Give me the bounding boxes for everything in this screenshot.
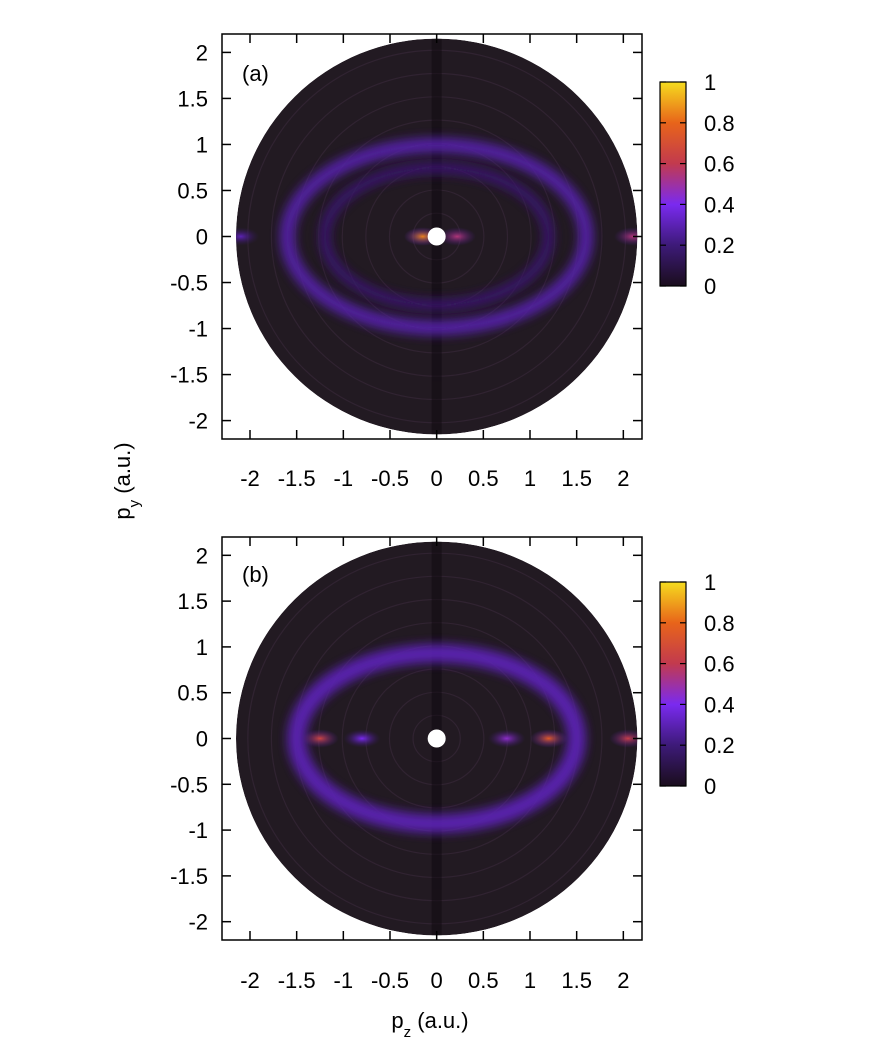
x-tick-label: -1 [334, 466, 354, 491]
panel-a: -2 -1.5 -1 -0.5 0 0.5 1 1.5 2 2 1.5 1 0.5 0 -0.5 -1 -1.… [170, 33, 643, 491]
y-tick-label: 0.5 [177, 681, 208, 706]
panel-label-a: (a) [242, 61, 269, 86]
heatmap-b [235, 541, 638, 936]
x-tick-label: 1 [524, 968, 536, 993]
y-tick-label: -2 [188, 910, 208, 935]
ring-feature-0 [287, 643, 587, 834]
panel-b: -2 -1.5 -1 -0.5 0 0.5 1 1.5 2 2 1.5 1 0.5 0 -0.5 -1 -1.… [170, 536, 643, 993]
y-tick-label: 0.5 [177, 178, 208, 203]
colorbar-tick-label: 0 [704, 774, 716, 799]
spot-feature-1 [301, 729, 339, 748]
colorbar-tick-label: 0.2 [704, 233, 735, 258]
heatmap-disk-1 [235, 541, 638, 936]
x-tick-label: 0 [431, 466, 443, 491]
spot-feature-4 [614, 227, 638, 246]
spot-feature-3 [488, 729, 526, 748]
x-tick-label: 1.5 [561, 968, 592, 993]
x-tick-label: -1.5 [278, 466, 316, 491]
x-tick-label: 0 [431, 968, 443, 993]
y-axis-title-sub: y [126, 499, 143, 507]
y-tick-label: 1.5 [177, 589, 208, 614]
heatmap-a [235, 38, 638, 435]
x-axis-title-sub: z [404, 1024, 412, 1041]
x-tick-label: 1.5 [561, 466, 592, 491]
ticks-b [222, 537, 642, 940]
colorbar-a: 0 0.2 0.4 0.6 0.8 1 [659, 70, 735, 299]
x-tick-label: -2 [240, 968, 260, 993]
x-tick-label: -0.5 [371, 968, 409, 993]
colorbar-tick-label: 0.6 [704, 652, 735, 677]
colorbar-gradient [659, 81, 687, 287]
y-tick-label: 0 [196, 225, 208, 250]
x-tick-labels-a: -2 -1.5 -1 -0.5 0 0.5 1 1.5 2 [240, 466, 629, 491]
y-tick-label: -2 [188, 409, 208, 434]
ticks-a [222, 34, 642, 439]
spot-feature-2 [343, 729, 381, 748]
x-axis-title: pz (a.u.) [391, 1008, 468, 1041]
colorbar-tick-label: 1 [704, 570, 716, 595]
y-tick-label: 1 [196, 132, 208, 157]
y-tick-label: 2 [196, 40, 208, 65]
ring-feature-1 [319, 162, 555, 311]
x-tick-label: 2 [617, 466, 629, 491]
colorbar-gradient [659, 581, 687, 787]
ring-feature-0 [279, 137, 594, 336]
x-tick-label: 1 [524, 466, 536, 491]
colorbar-tick-label: 0 [704, 274, 716, 299]
x-tick-label: -1.5 [278, 968, 316, 993]
colorbar-tick-label: 0.4 [704, 692, 735, 717]
x-tick-label: -1 [334, 968, 354, 993]
x-tick-label: -2 [240, 466, 260, 491]
center-hole [427, 227, 446, 246]
colorbar-tick-label: 0.4 [704, 192, 735, 217]
colorbar-tick-label: 0.8 [704, 611, 735, 636]
colorbar-tick-label: 0.8 [704, 111, 735, 136]
y-tick-labels-a: 2 1.5 1 0.5 0 -0.5 -1 -1.5 -2 [170, 40, 208, 433]
y-axis-title: py (a.u.) [110, 442, 143, 519]
y-tick-label: -1 [188, 317, 208, 342]
x-tick-labels-b: -2 -1.5 -1 -0.5 0 0.5 1 1.5 2 [240, 968, 629, 993]
y-tick-label: -0.5 [170, 271, 208, 296]
colorbar-b: 0 0.2 0.4 0.6 0.8 1 [659, 570, 735, 799]
y-tick-labels-b: 2 1.5 1 0.5 0 -0.5 -1 -1.5 -2 [170, 543, 208, 934]
y-tick-label: -1 [188, 818, 208, 843]
spot-feature-3 [438, 227, 476, 246]
x-axis-title-main: p [391, 1008, 403, 1033]
x-tick-label: 2 [617, 968, 629, 993]
spot-feature-5 [235, 227, 260, 246]
y-tick-label: 1.5 [177, 86, 208, 111]
x-tick-label: 0.5 [468, 466, 499, 491]
heatmap-disk-0 [235, 38, 638, 435]
y-tick-label: -1.5 [170, 363, 208, 388]
colorbar-tick-label: 0.6 [704, 152, 735, 177]
x-tick-label: 0.5 [468, 968, 499, 993]
spot-feature-4 [530, 729, 568, 748]
y-tick-label: -0.5 [170, 772, 208, 797]
y-axis-title-unit: (a.u.) [110, 442, 135, 499]
colorbar-tick-label: 0.2 [704, 733, 735, 758]
colorbar-tick-label: 1 [704, 70, 716, 95]
y-tick-label: 1 [196, 635, 208, 660]
y-axis-title-main: p [110, 507, 135, 519]
center-hole [427, 729, 446, 748]
panel-label-b: (b) [242, 562, 269, 587]
y-tick-label: 2 [196, 543, 208, 568]
y-tick-label: 0 [196, 727, 208, 752]
y-tick-label: -1.5 [170, 864, 208, 889]
x-tick-label: -0.5 [371, 466, 409, 491]
x-axis-title-unit: (a.u.) [411, 1008, 468, 1033]
